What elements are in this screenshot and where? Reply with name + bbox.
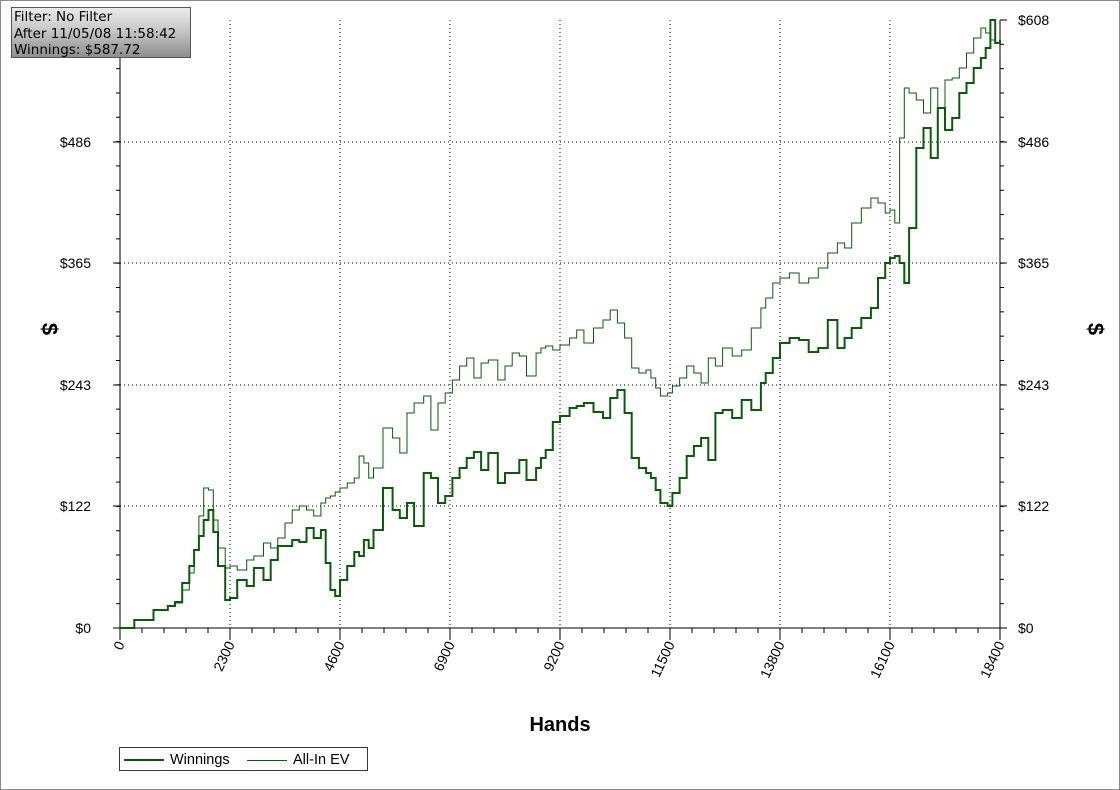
x-axis-title: Hands <box>529 714 590 736</box>
date-text: After 11/05/08 11:58:42 <box>14 25 177 42</box>
y-tick-label-left: $122 <box>60 498 91 514</box>
y-tick-label-left: $365 <box>60 255 91 271</box>
x-tick-label: 9200 <box>540 638 568 673</box>
x-tick-label: 0 <box>110 638 128 652</box>
x-tick-label: 18400 <box>977 638 1008 680</box>
tick-labels: 0 2300 4600 6900 9200 11500 13800 16100 18400 $0 $… <box>60 12 1050 681</box>
y-tick-label-right: $122 <box>1018 498 1049 514</box>
y-tick-label-left: $243 <box>60 377 91 393</box>
y-tick-label-right: $365 <box>1018 255 1049 271</box>
x-tick-label: 4600 <box>320 638 348 673</box>
legend-label-winnings: Winnings <box>170 752 230 768</box>
series-line-allin-ev <box>120 27 1000 629</box>
y-axis-title-left: $ <box>37 323 62 335</box>
legend-label-allin-ev: All-In EV <box>293 752 350 768</box>
series-line-winnings <box>120 19 1001 629</box>
y-tick-label-right: $243 <box>1018 377 1049 393</box>
filter-info-box: Filter: No Filter After 11/05/08 11:58:4… <box>11 7 191 58</box>
x-tick-label: 16100 <box>867 638 898 680</box>
x-tick-label: 13800 <box>757 638 788 680</box>
axes <box>113 19 1007 640</box>
y-axis-title-right: $ <box>1083 323 1108 335</box>
grid-lines <box>120 20 1000 628</box>
y-tick-label-left: $0 <box>75 620 91 636</box>
filter-text: Filter: No Filter <box>14 9 113 25</box>
y-tick-label-right: $608 <box>1018 12 1049 28</box>
series-lines <box>120 19 1001 629</box>
y-tick-label-right: $0 <box>1018 620 1034 636</box>
x-tick-label: 6900 <box>430 638 458 673</box>
y-tick-label-right: $486 <box>1018 134 1049 150</box>
x-tick-label: 2300 <box>210 638 238 673</box>
legend-item-winnings: Winnings <box>124 751 230 769</box>
x-tick-label: 11500 <box>647 638 678 679</box>
legend-swatch-winnings <box>124 759 164 761</box>
legend-swatch-allin-ev <box>247 759 287 761</box>
legend-item-allin-ev: All-In EV <box>247 751 349 769</box>
y-tick-label-left: $486 <box>60 134 91 150</box>
legend: Winnings All-In EV <box>119 747 368 771</box>
winnings-text: Winnings: $587.72 <box>14 42 141 58</box>
